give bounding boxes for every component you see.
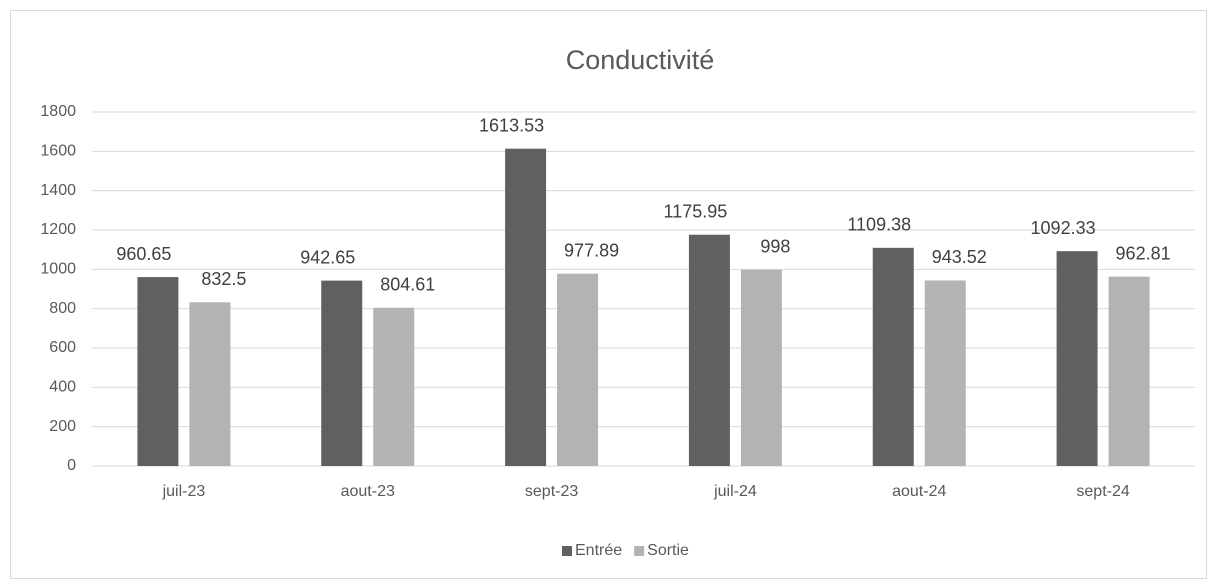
data-label: 1092.33 — [1031, 218, 1096, 238]
bar — [1108, 276, 1150, 466]
y-tick-label: 0 — [67, 457, 76, 474]
bar — [189, 302, 231, 466]
bar — [872, 247, 914, 466]
legend-swatch — [634, 546, 645, 556]
data-label: 943.52 — [932, 247, 987, 267]
bar — [1056, 251, 1098, 466]
y-tick-label: 600 — [49, 339, 76, 356]
legend-swatch — [562, 546, 572, 556]
data-label: 1109.38 — [847, 215, 911, 235]
data-label: 832.5 — [201, 269, 246, 289]
legend-label: Sortie — [647, 542, 689, 559]
data-label: 962.81 — [1116, 243, 1171, 263]
legend-label: Entrée — [575, 542, 622, 559]
x-tick-label: aout-23 — [341, 483, 395, 500]
y-tick-label: 400 — [49, 379, 76, 396]
y-tick-label: 800 — [49, 300, 76, 317]
bar — [505, 148, 547, 467]
bar — [924, 280, 966, 466]
data-label: 977.89 — [564, 240, 619, 260]
y-tick-label: 1000 — [40, 261, 76, 278]
x-tick-label: sept-23 — [525, 483, 578, 500]
bar — [373, 307, 415, 466]
y-tick-label: 1200 — [40, 221, 76, 238]
chart-title: Conductivité — [566, 45, 715, 75]
bar — [688, 234, 730, 466]
y-tick-label: 1400 — [40, 182, 76, 199]
data-label: 1175.95 — [664, 201, 728, 221]
bar — [137, 277, 179, 466]
bar — [740, 269, 782, 466]
x-tick-label: juil-23 — [162, 483, 206, 500]
y-tick-label: 200 — [49, 418, 76, 435]
y-tick-label: 1800 — [40, 103, 76, 120]
data-label: 960.65 — [116, 244, 171, 264]
x-tick-label: sept-24 — [1076, 483, 1129, 500]
data-label: 804.61 — [380, 275, 435, 295]
chart-border — [10, 10, 1207, 579]
data-label: 942.65 — [300, 247, 355, 267]
x-tick-label: juil-24 — [713, 483, 757, 500]
data-label: 998 — [760, 236, 790, 256]
y-tick-label: 1600 — [40, 143, 76, 160]
bar — [321, 280, 363, 466]
x-tick-label: aout-24 — [892, 483, 946, 500]
bar — [557, 273, 599, 466]
data-label: 1613.53 — [479, 115, 544, 135]
